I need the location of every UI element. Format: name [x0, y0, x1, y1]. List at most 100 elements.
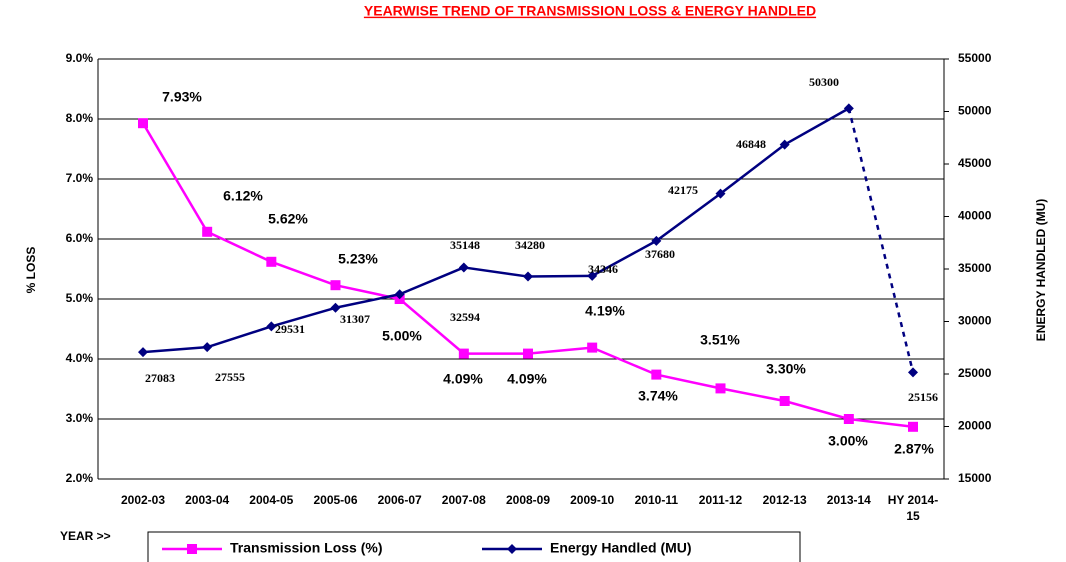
marker [843, 414, 854, 424]
data-label: 4.09% [507, 371, 547, 387]
marker [908, 421, 918, 432]
data-label: 46848 [736, 137, 766, 151]
y-tick-label: 8.0% [66, 111, 94, 125]
line-segment [206, 325, 272, 349]
y-tick-label: 5.0% [66, 291, 94, 305]
chart-title: YEARWISE TREND OF TRANSMISSION LOSS & EN… [364, 3, 816, 19]
marker [138, 347, 148, 358]
data-label: 6.12% [223, 188, 263, 204]
data-label: 5.00% [382, 328, 422, 344]
legend-marker [507, 544, 517, 554]
marker [458, 262, 469, 273]
data-label: 32594 [450, 310, 480, 324]
y-axis-title: % LOSS [24, 247, 38, 294]
data-label: 35148 [450, 238, 480, 252]
data-label: 34280 [515, 238, 545, 252]
x-tick-label: 2009-10 [570, 493, 615, 507]
y2-tick-label: 15000 [958, 471, 992, 485]
marker [908, 367, 918, 378]
y2-tick-label: 55000 [958, 51, 992, 65]
data-label: 5.23% [338, 251, 378, 267]
marker [523, 271, 533, 282]
x-axis-title: YEAR >> [60, 529, 111, 543]
x-tick-label: 2013-14 [826, 493, 871, 507]
y2-tick-label: 20000 [958, 419, 992, 433]
y2-axis-title: ENERGY HANDLED (MU) [1034, 199, 1048, 341]
y-tick-label: 7.0% [66, 171, 94, 185]
x-tick-label: 2002-03 [120, 493, 166, 507]
marker [458, 348, 469, 359]
x-tick-label: HY 2014-15 [887, 493, 939, 523]
y-tick-label: 3.0% [66, 411, 94, 425]
marker [523, 348, 533, 359]
y2-tick-label: 25000 [958, 366, 992, 380]
x-tick-label: 2003-04 [185, 493, 230, 507]
line-segment [270, 306, 336, 328]
data-label: 42175 [668, 183, 698, 197]
marker [779, 139, 790, 150]
data-label: 2.87% [894, 441, 934, 457]
x-tick-label: 2011-12 [698, 493, 743, 507]
data-label: 29531 [275, 322, 305, 336]
line-segment [847, 108, 915, 373]
data-label: 4.19% [585, 303, 625, 319]
y-tick-label: 4.0% [66, 351, 94, 365]
data-label: 3.00% [828, 433, 868, 449]
y-tick-label: 9.0% [66, 51, 94, 65]
x-tick-label: 2005-06 [313, 493, 358, 507]
y-tick-label: 2.0% [66, 471, 94, 485]
marker [330, 280, 341, 291]
marker [651, 235, 662, 246]
marker [843, 103, 854, 114]
data-label: 3.30% [766, 361, 806, 377]
marker [779, 396, 790, 406]
marker [138, 118, 148, 129]
marker [202, 342, 213, 353]
x-tick-label: 2008-09 [505, 493, 551, 507]
x-tick-label: 2010-11 [634, 493, 679, 507]
data-label: 27555 [215, 370, 245, 384]
line-segment [335, 293, 400, 309]
y-tick-label: 6.0% [66, 231, 94, 245]
y2-tick-label: 45000 [958, 156, 992, 170]
legend-box [147, 531, 801, 562]
marker [394, 289, 405, 300]
legend-label: Energy Handled (MU) [550, 540, 692, 556]
y2-tick-label: 30000 [958, 314, 992, 328]
marker [330, 302, 341, 313]
data-label: 4.09% [443, 371, 483, 387]
legend-marker [187, 544, 197, 554]
legend-label: Transmission Loss (%) [230, 540, 382, 556]
data-label: 5.62% [268, 211, 308, 227]
marker [715, 383, 726, 394]
x-tick-label: 2012-13 [762, 493, 807, 507]
data-label: 34346 [588, 262, 618, 276]
line-segment [719, 143, 786, 195]
y2-tick-label: 35000 [958, 261, 992, 275]
line-segment [784, 107, 850, 146]
data-label: 37680 [645, 247, 675, 261]
data-label: 27083 [145, 371, 175, 385]
marker [202, 226, 213, 237]
data-label: 7.93% [162, 89, 202, 105]
x-tick-label: 2006-07 [377, 493, 422, 507]
line-segment [527, 274, 593, 278]
y2-tick-label: 40000 [958, 209, 992, 223]
marker [587, 342, 598, 353]
x-tick-label: 2007-08 [441, 493, 486, 507]
line-segment [142, 345, 208, 354]
marker [266, 321, 277, 332]
line-segment [655, 192, 722, 242]
marker [266, 256, 277, 267]
data-label: 25156 [908, 390, 938, 404]
data-label: 3.74% [638, 388, 678, 404]
data-label: 50300 [809, 75, 839, 89]
data-label: 31307 [340, 312, 370, 326]
line-segment [399, 266, 465, 296]
y2-tick-label: 50000 [958, 104, 992, 118]
line-segment [463, 266, 529, 278]
marker [587, 270, 598, 281]
marker [715, 188, 726, 199]
